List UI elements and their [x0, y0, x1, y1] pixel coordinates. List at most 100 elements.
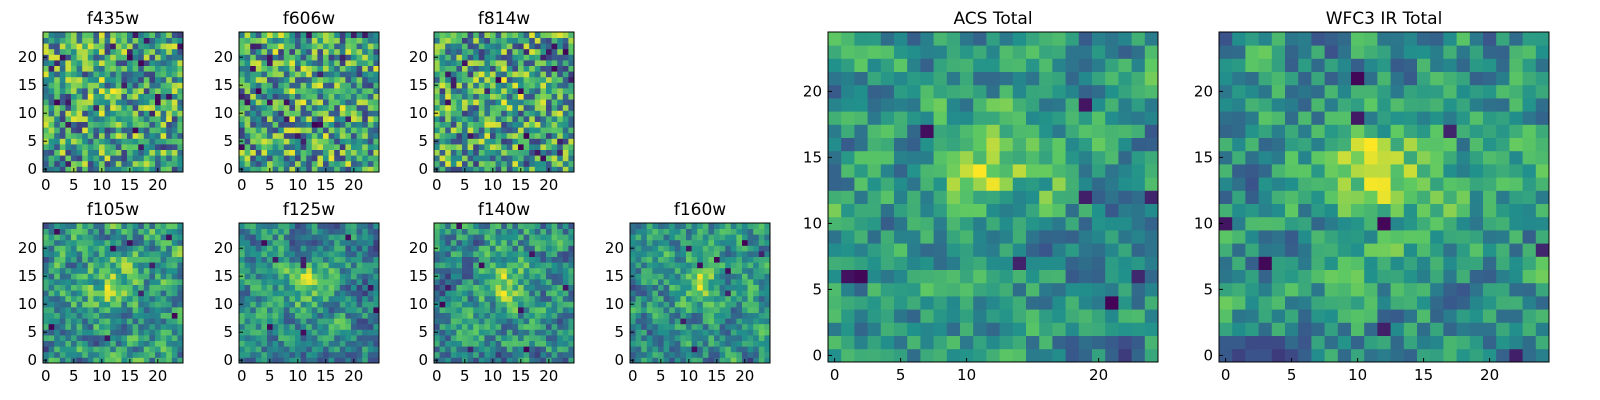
heatmap-cell: [551, 223, 558, 229]
heatmap-cell: [115, 351, 122, 358]
heatmap-cell: [43, 228, 49, 235]
heatmap-cell: [445, 132, 452, 139]
heatmap-cell: [445, 279, 452, 285]
heatmap-cell: [71, 251, 77, 257]
heatmap-cell: [708, 251, 715, 257]
heatmap-cell: [1131, 124, 1146, 138]
heatmap-cell: [518, 88, 524, 94]
heatmap-cell: [646, 295, 653, 302]
heatmap-cell: [518, 32, 524, 38]
heatmap-cell: [93, 273, 100, 280]
heatmap-cell: [557, 110, 564, 117]
heatmap-cell: [250, 121, 257, 128]
heatmap-cell: [708, 234, 715, 241]
heatmap-cell: [663, 351, 670, 358]
heatmap-cell: [546, 273, 552, 280]
heatmap-cell: [484, 323, 491, 330]
heatmap-cell: [306, 76, 313, 83]
heatmap-cell: [920, 177, 934, 191]
heatmap-cell: [267, 335, 273, 341]
heatmap-cell: [697, 273, 704, 280]
heatmap-cell: [1065, 269, 1080, 284]
heatmap-cell: [54, 346, 61, 353]
heatmap-cell: [93, 99, 100, 106]
heatmap-cell: [736, 301, 743, 308]
heatmap-cell: [546, 323, 552, 330]
heatmap-cell: [328, 32, 335, 38]
heatmap-cell: [367, 43, 374, 50]
heatmap-cell: [462, 93, 468, 100]
heatmap-cell: [742, 329, 748, 336]
heatmap-cell: [933, 335, 948, 350]
heatmap-cell: [250, 82, 257, 89]
heatmap-cells: [239, 32, 380, 173]
heatmap-cell: [177, 93, 184, 100]
y-tick-label: 5: [27, 132, 37, 150]
heatmap-cell: [323, 32, 329, 38]
heatmap-cell: [356, 351, 363, 358]
heatmap-cell: [43, 149, 49, 156]
heatmap-cell: [143, 110, 150, 117]
heatmap-cell: [725, 318, 732, 325]
heatmap-cell: [691, 262, 698, 269]
heatmap-cell: [127, 279, 133, 285]
heatmap-cell: [512, 82, 519, 89]
heatmap-cell: [328, 121, 335, 128]
heatmap-cell: [764, 279, 771, 285]
heatmap-cell: [529, 295, 536, 302]
heatmap-cell: [59, 267, 66, 274]
heatmap-cell: [490, 155, 496, 162]
heatmap-cell: [155, 346, 161, 353]
heatmap-cell: [54, 307, 61, 313]
heatmap-cell: [278, 37, 285, 44]
heatmap-cell: [311, 312, 318, 319]
heatmap-cell: [300, 88, 307, 94]
heatmap-cell: [702, 351, 709, 358]
heatmap-cell: [1039, 150, 1053, 165]
heatmap-cell: [518, 267, 524, 274]
heatmap-cell: [328, 346, 335, 353]
heatmap-cells: [43, 223, 184, 364]
heatmap-cell: [250, 37, 257, 44]
heatmap-cell: [1065, 150, 1080, 165]
heatmap-cell: [171, 357, 178, 364]
heatmap-cell: [261, 256, 268, 263]
heatmap-cell: [261, 239, 268, 246]
heatmap-cell: [300, 65, 307, 72]
heatmap-cell: [439, 65, 446, 72]
heatmap-cell: [272, 290, 279, 297]
heatmap-cell: [702, 228, 709, 235]
heatmap-cell: [490, 82, 496, 89]
heatmap-cell: [59, 65, 66, 72]
heatmap-cell: [323, 295, 329, 302]
heatmap-cell: [132, 71, 139, 78]
heatmap-cell: [445, 251, 452, 257]
heatmap-cell: [255, 290, 262, 297]
heatmap-cell: [295, 60, 301, 66]
heatmap-cell: [311, 329, 318, 336]
heatmap-cell: [317, 228, 324, 235]
heatmap-cell: [339, 256, 346, 263]
heatmap-cell: [71, 48, 77, 55]
heatmap-cell: [568, 132, 575, 139]
heatmap-cell: [506, 160, 513, 167]
heatmap-cell: [121, 43, 128, 50]
heatmap-cell: [143, 234, 150, 241]
heatmap-cell: [562, 346, 569, 353]
heatmap-cell: [255, 71, 262, 78]
heatmap-cell: [646, 239, 653, 246]
heatmap-cell: [518, 155, 524, 162]
heatmap-cell: [323, 351, 329, 358]
heatmap-cell: [334, 116, 341, 122]
heatmap-cell: [278, 245, 285, 252]
heatmap-cell: [742, 245, 748, 252]
heatmap-cell: [59, 32, 66, 38]
heatmap-cell: [450, 43, 457, 50]
heatmap-cell: [663, 357, 670, 364]
heatmap-cell: [1052, 164, 1066, 178]
heatmap-cell: [540, 245, 547, 252]
heatmap-cell: [501, 76, 508, 83]
heatmap-cell: [373, 223, 380, 229]
heatmap-cell: [149, 323, 156, 330]
heatmap-cell: [450, 234, 457, 241]
